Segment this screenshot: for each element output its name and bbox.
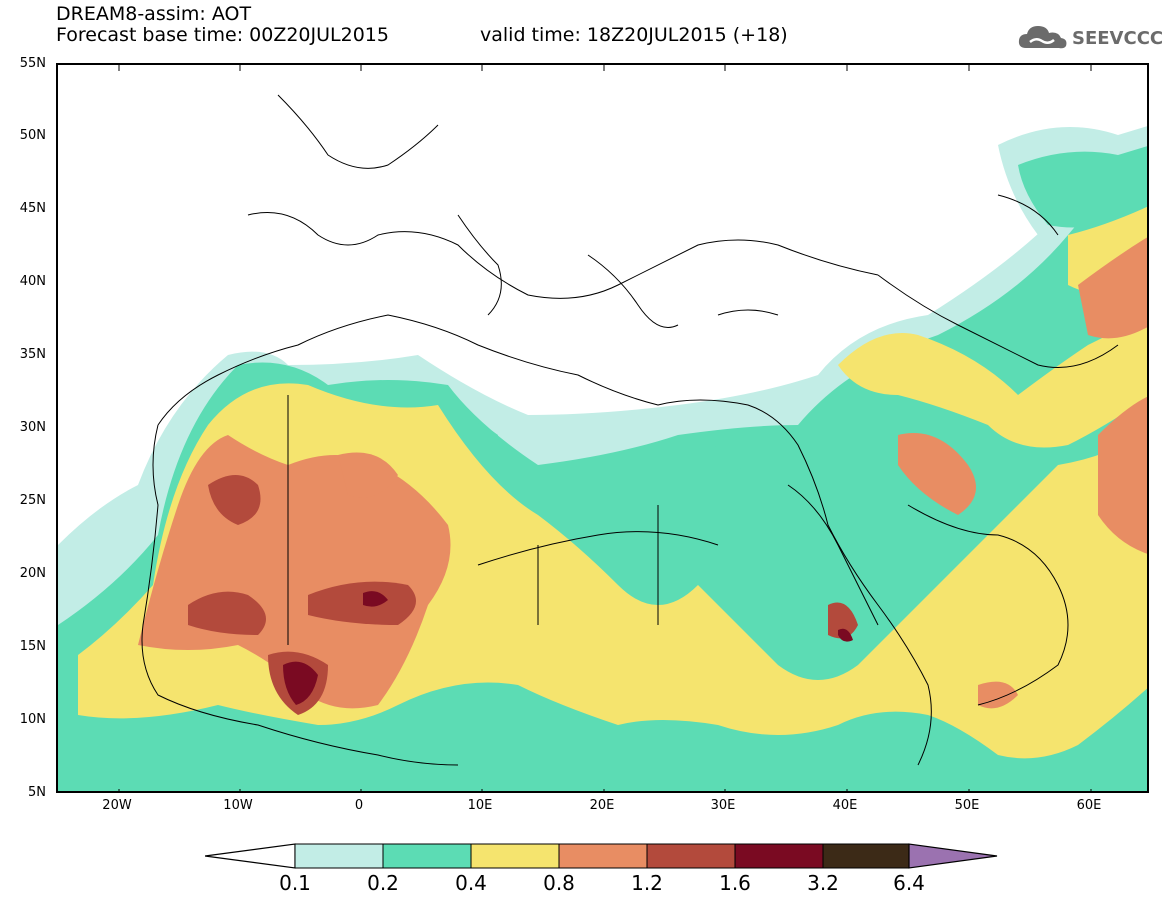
colorbar-segment bbox=[294, 843, 384, 869]
colorbar-high-arrow bbox=[908, 843, 998, 869]
colorbar-label: 0.1 bbox=[279, 871, 311, 895]
seevccc-logo: SEEVCCC bbox=[1016, 22, 1163, 56]
colorbar-segment bbox=[734, 843, 824, 869]
lat-label: 40N bbox=[19, 274, 46, 289]
aot-band-1.6 bbox=[283, 591, 853, 705]
colorbar-label: 1.6 bbox=[719, 871, 751, 895]
colorbar-label: 3.2 bbox=[807, 871, 839, 895]
colorbar-segment bbox=[558, 843, 648, 869]
lon-label: 10E bbox=[467, 798, 493, 813]
lon-label: 60E bbox=[1076, 798, 1102, 813]
colorbar-segment bbox=[822, 843, 910, 869]
lat-label: 50N bbox=[19, 128, 46, 143]
colorbar-label: 6.4 bbox=[893, 871, 925, 895]
aot-map bbox=[56, 63, 1149, 793]
lon-label: 0 bbox=[354, 798, 364, 813]
colorbar-segment bbox=[470, 843, 560, 869]
chart-title: DREAM8-assim: AOT bbox=[56, 3, 252, 25]
colorbar-segment bbox=[382, 843, 472, 869]
lat-label: 20N bbox=[19, 566, 46, 581]
lon-label: 20E bbox=[589, 798, 615, 813]
forecast-base-time: Forecast base time: 00Z20JUL2015 bbox=[56, 24, 389, 46]
lon-label: 20W bbox=[102, 798, 132, 813]
lon-label: 50E bbox=[954, 798, 980, 813]
lat-label: 10N bbox=[19, 712, 46, 727]
lat-label: 15N bbox=[19, 639, 46, 654]
lat-label: 5N bbox=[28, 785, 46, 800]
aot-field bbox=[58, 65, 1147, 791]
lat-label: 30N bbox=[19, 420, 46, 435]
lat-label: 55N bbox=[19, 56, 46, 71]
colorbar-label: 0.8 bbox=[543, 871, 575, 895]
valid-time: valid time: 18Z20JUL2015 (+18) bbox=[480, 24, 788, 46]
coastlines bbox=[141, 94, 1119, 766]
lat-label: 35N bbox=[19, 347, 46, 362]
logo-text: SEEVCCC bbox=[1072, 28, 1164, 49]
colorbar-label: 0.4 bbox=[455, 871, 487, 895]
colorbar bbox=[205, 843, 998, 869]
lon-label: 30E bbox=[710, 798, 736, 813]
colorbar-segment bbox=[646, 843, 736, 869]
colorbar-label: 1.2 bbox=[631, 871, 663, 895]
cloud-icon bbox=[1018, 26, 1067, 49]
colorbar-label: 0.2 bbox=[367, 871, 399, 895]
lat-label: 45N bbox=[19, 201, 46, 216]
lon-label: 40E bbox=[832, 798, 858, 813]
colorbar-low-arrow bbox=[205, 843, 296, 869]
lat-label: 25N bbox=[19, 493, 46, 508]
lon-label: 10W bbox=[223, 798, 253, 813]
frame-ticks bbox=[118, 65, 1092, 791]
